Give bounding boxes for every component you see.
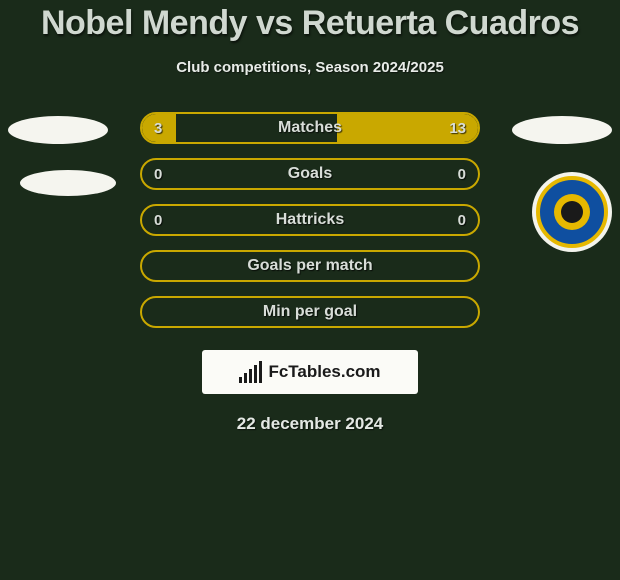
stat-label: Goals per match bbox=[247, 257, 372, 275]
stat-row-gpm: Goals per match bbox=[140, 250, 480, 282]
stat-value-right: 13 bbox=[449, 120, 466, 137]
stat-value-left: 0 bbox=[154, 212, 162, 229]
stat-label: Goals bbox=[288, 165, 332, 183]
page-subtitle: Club competitions, Season 2024/2025 bbox=[0, 59, 620, 76]
player2-club-badge-placeholder bbox=[512, 116, 612, 144]
stat-row-goals: 0 Goals 0 bbox=[140, 158, 480, 190]
player1-club-badge-placeholder bbox=[8, 116, 108, 144]
stat-value-right: 0 bbox=[458, 166, 466, 183]
stat-row-mpg: Min per goal bbox=[140, 296, 480, 328]
stat-rows: 3 Matches 13 0 Goals 0 0 Hattricks 0 Goa… bbox=[140, 112, 480, 328]
date-text: 22 december 2024 bbox=[0, 414, 620, 434]
stat-value-right: 0 bbox=[458, 212, 466, 229]
brand-text: FcTables.com bbox=[268, 362, 380, 382]
stat-value-left: 0 bbox=[154, 166, 162, 183]
stat-label: Min per goal bbox=[263, 303, 357, 321]
stat-label: Matches bbox=[278, 119, 342, 137]
player1-avatar-placeholder bbox=[20, 170, 116, 196]
stat-row-hattricks: 0 Hattricks 0 bbox=[140, 204, 480, 236]
comparison-content: 3 Matches 13 0 Goals 0 0 Hattricks 0 Goa… bbox=[0, 112, 620, 434]
hercules-badge-icon bbox=[536, 176, 608, 248]
player2-club-badge bbox=[532, 172, 612, 252]
bars-icon bbox=[239, 361, 262, 383]
stat-row-matches: 3 Matches 13 bbox=[140, 112, 480, 144]
stat-value-left: 3 bbox=[154, 120, 162, 137]
brand-logo: FcTables.com bbox=[202, 350, 418, 394]
page-title: Nobel Mendy vs Retuerta Cuadros bbox=[0, 4, 620, 43]
stat-label: Hattricks bbox=[276, 211, 344, 229]
